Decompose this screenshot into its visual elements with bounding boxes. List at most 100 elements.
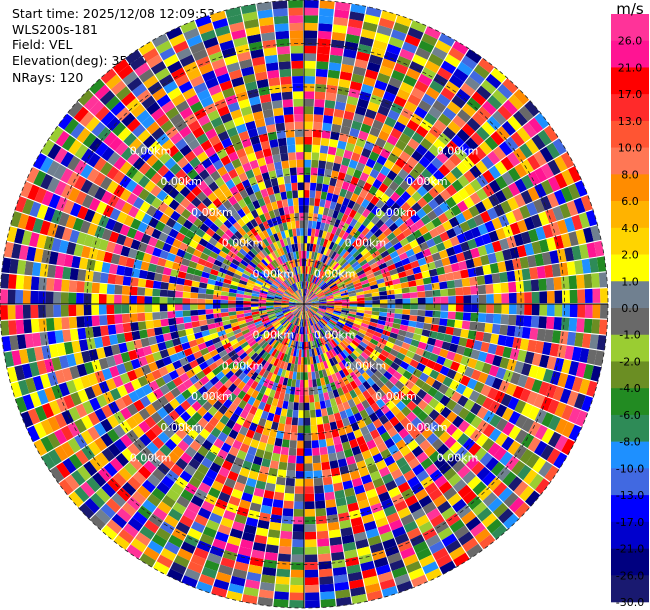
ppi-cell [92, 271, 102, 283]
ppi-cell [221, 233, 231, 242]
ppi-cell [262, 220, 270, 230]
ppi-cell [492, 355, 503, 367]
ppi-cell [237, 283, 247, 289]
ppi-cell [359, 325, 368, 332]
ppi-cell [366, 175, 376, 186]
ppi-cell [379, 304, 388, 309]
ppi-cell [293, 509, 304, 517]
ppi-cell [455, 446, 468, 460]
ppi-cell [257, 441, 267, 451]
ppi-cell [502, 225, 514, 238]
ppi-cell [308, 282, 313, 290]
ppi-cell [304, 402, 310, 411]
ppi-cell [305, 326, 308, 335]
ppi-cell [406, 196, 417, 207]
ppi-cell [55, 130, 70, 147]
ppi-cell [226, 331, 235, 338]
ppi-cell [411, 150, 423, 162]
ppi-cell [294, 501, 304, 510]
ppi-cell [304, 304, 310, 310]
ppi-cell [387, 294, 396, 300]
ppi-cell [383, 254, 392, 263]
ppi-cell [295, 291, 300, 298]
ppi-cell [263, 451, 273, 461]
ppi-cell [246, 230, 255, 239]
ppi-cell [215, 498, 228, 510]
ppi-cell [195, 15, 212, 28]
ppi-cell [315, 289, 323, 295]
ppi-cell [229, 318, 238, 324]
ppi-cell [339, 258, 347, 267]
ppi-cell [391, 146, 403, 158]
ppi-cell [433, 182, 446, 194]
ppi-cell [325, 367, 332, 377]
colorbar-tick-label: -4.0 [619, 382, 640, 395]
ppi-cell [142, 345, 153, 356]
ppi-cell [259, 240, 267, 249]
ppi-cell [192, 174, 204, 186]
ppi-cell [265, 202, 274, 212]
ppi-cell [96, 347, 106, 360]
ppi-cell [292, 91, 304, 100]
ppi-cell [316, 61, 329, 70]
ppi-cell [307, 318, 310, 327]
ppi-cell [579, 348, 590, 363]
ppi-cell [332, 436, 342, 446]
ppi-cell [152, 33, 169, 48]
ppi-cell [336, 195, 345, 205]
ppi-cell [341, 309, 349, 314]
ppi-cell [53, 291, 62, 304]
ppi-cell [212, 308, 221, 314]
ppi-cell [430, 514, 445, 528]
ppi-cell [420, 457, 434, 470]
ppi-cell [281, 263, 287, 272]
ppi-cell [296, 304, 304, 305]
ppi-cell [574, 332, 584, 347]
ppi-cell [291, 60, 304, 69]
ppi-cell [351, 445, 362, 456]
ppi-cell [534, 167, 548, 183]
ppi-cell [319, 0, 335, 10]
ppi-cell [40, 139, 55, 156]
colorbar-tick-label: -17.0 [616, 516, 644, 529]
ppi-cell [304, 364, 308, 373]
ppi-cell [250, 352, 259, 361]
ppi-cell [116, 265, 126, 276]
ppi-cell [183, 285, 192, 293]
ppi-cell [147, 81, 163, 95]
ppi-cell [504, 259, 515, 272]
ppi-cell [101, 525, 118, 541]
ppi-cell [362, 165, 373, 176]
ppi-cell [64, 118, 79, 135]
ppi-cell [290, 252, 295, 260]
ppi-cell [62, 199, 75, 215]
ppi-cell [569, 289, 578, 303]
ppi-cell [300, 311, 303, 319]
ppi-cell [391, 433, 403, 444]
ppi-cell [253, 355, 261, 364]
ppi-cell [192, 145, 205, 157]
ppi-cell [482, 397, 494, 410]
range-ring-label: 0.00km [160, 421, 202, 434]
ppi-cell [275, 293, 283, 297]
ppi-cell [353, 337, 362, 344]
ppi-cell [383, 325, 393, 332]
ppi-cell [304, 372, 308, 380]
ppi-cell [499, 238, 510, 251]
ppi-cell [289, 306, 298, 311]
ppi-cell [174, 404, 186, 416]
ppi-cell [183, 27, 200, 41]
ppi-cell [357, 304, 365, 307]
ppi-cell [187, 561, 204, 574]
ppi-cell [394, 293, 403, 299]
ppi-cell [116, 333, 126, 344]
ppi-cell [290, 297, 298, 301]
ppi-cell [62, 266, 72, 280]
ppi-cell [391, 566, 408, 579]
ppi-cell [341, 301, 350, 304]
ppi-cell [311, 317, 316, 325]
ppi-cell [245, 318, 254, 323]
ppi-cell [115, 107, 131, 122]
ppi-cell [304, 304, 312, 307]
ppi-cell [414, 106, 428, 119]
